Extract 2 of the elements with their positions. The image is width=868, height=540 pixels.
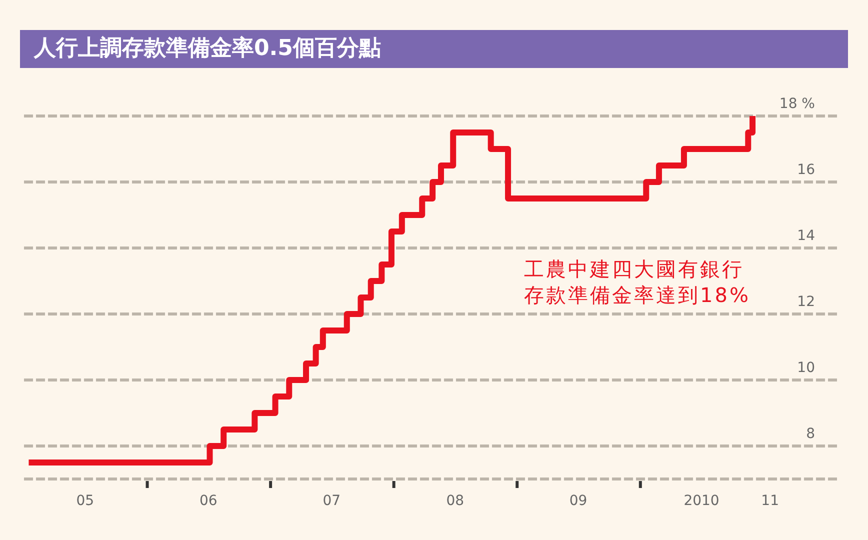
chart-title: 人行上調存款準備金率0.5個百分點: [20, 30, 848, 68]
annotation: 工農中建四大國有銀行存款準備金率達到18%: [524, 256, 752, 308]
